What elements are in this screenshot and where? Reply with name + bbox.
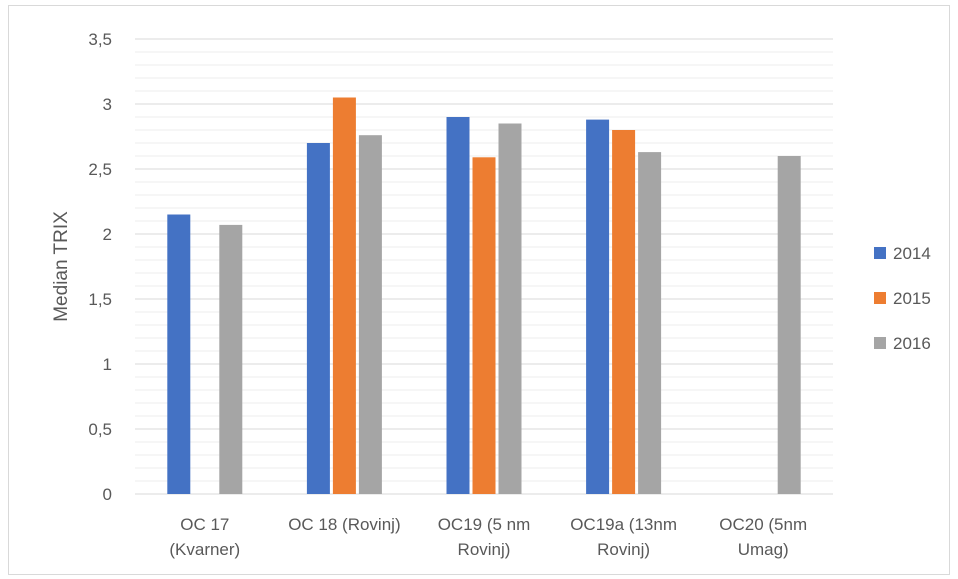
bar-2015-2 (472, 157, 496, 495)
bar-2015-3 (612, 130, 636, 494)
bar-2015-1 (332, 97, 356, 494)
y-tick-label: 1,5 (88, 290, 112, 309)
bar-2014-1 (306, 143, 330, 494)
x-tick-label: OC20 (5nm Umag) (719, 515, 807, 559)
chart-frame (8, 5, 950, 575)
bar-2016-2 (498, 123, 522, 494)
bars (167, 97, 801, 495)
y-tick-label: 2,5 (88, 160, 112, 179)
x-axis-ticks: OC 17 (Kvarner) OC 18 (Rovinj) OC19 (5 nm Ro… (169, 515, 807, 559)
legend-swatch-2015 (874, 292, 886, 304)
legend-label-2014: 2014 (893, 244, 931, 263)
bar-2014-2 (446, 117, 470, 494)
bar-2016-0 (219, 224, 243, 494)
legend-swatch-2016 (874, 337, 886, 349)
bar-2014-3 (586, 119, 610, 494)
legend-label-2016: 2016 (893, 334, 931, 353)
y-tick-label: 0 (103, 485, 112, 504)
y-axis-title: Median TRIX (51, 211, 72, 322)
legend-swatch-2014 (874, 247, 886, 259)
bar-2016-3 (638, 152, 662, 494)
legend: 2014 2015 2016 (874, 244, 931, 353)
legend-label-2015: 2015 (893, 289, 931, 308)
bar-2016-4 (777, 156, 801, 494)
bar-2014-0 (167, 214, 191, 494)
y-tick-label: 3,5 (88, 30, 112, 49)
y-tick-label: 3 (103, 95, 112, 114)
y-axis-ticks: 0 0,5 1 1,5 2 2,5 3 3,5 (88, 30, 112, 504)
y-tick-label: 1 (103, 355, 112, 374)
x-tick-label: OC 18 (Rovinj) (288, 515, 400, 534)
bar-2016-1 (358, 135, 382, 494)
x-tick-label: OC19 (5 nm Rovinj) (438, 515, 531, 559)
x-tick-label: OC19a (13nm Rovinj) (570, 515, 677, 559)
y-tick-label: 2 (103, 225, 112, 244)
x-tick-label: OC 17 (Kvarner) (169, 515, 240, 559)
y-tick-label: 0,5 (88, 420, 112, 439)
